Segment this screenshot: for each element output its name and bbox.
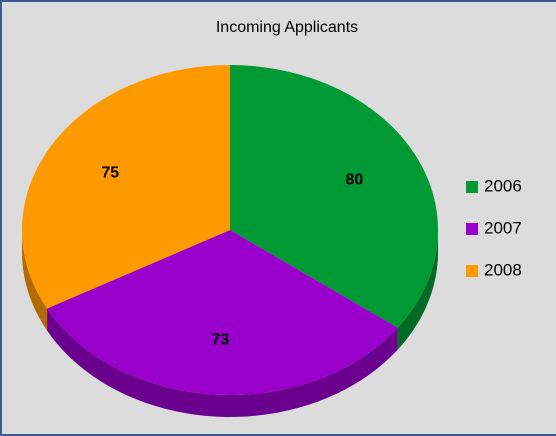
pie-side [47,308,398,417]
legend-label: 2006 [484,176,522,195]
pie-slice [47,230,398,395]
data-label: 75 [101,165,119,182]
pie-side [22,230,48,331]
pie-slice [230,65,439,328]
legend-label: 2007 [484,218,522,237]
chart-title: Incoming Applicants [216,19,358,36]
legend-swatch [466,181,478,193]
pie-slice [21,64,230,309]
legend-swatch [466,223,478,235]
data-label: 73 [212,332,230,349]
legend-label: 2008 [484,260,522,279]
data-label: 80 [345,171,363,188]
legend-swatch [466,265,478,277]
pie-side [397,230,438,350]
